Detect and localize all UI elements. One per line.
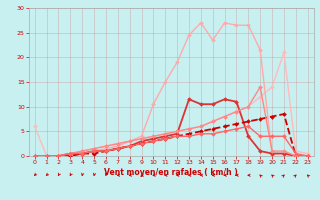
X-axis label: Vent moyen/en rafales ( km/h ): Vent moyen/en rafales ( km/h ) [104, 168, 238, 177]
